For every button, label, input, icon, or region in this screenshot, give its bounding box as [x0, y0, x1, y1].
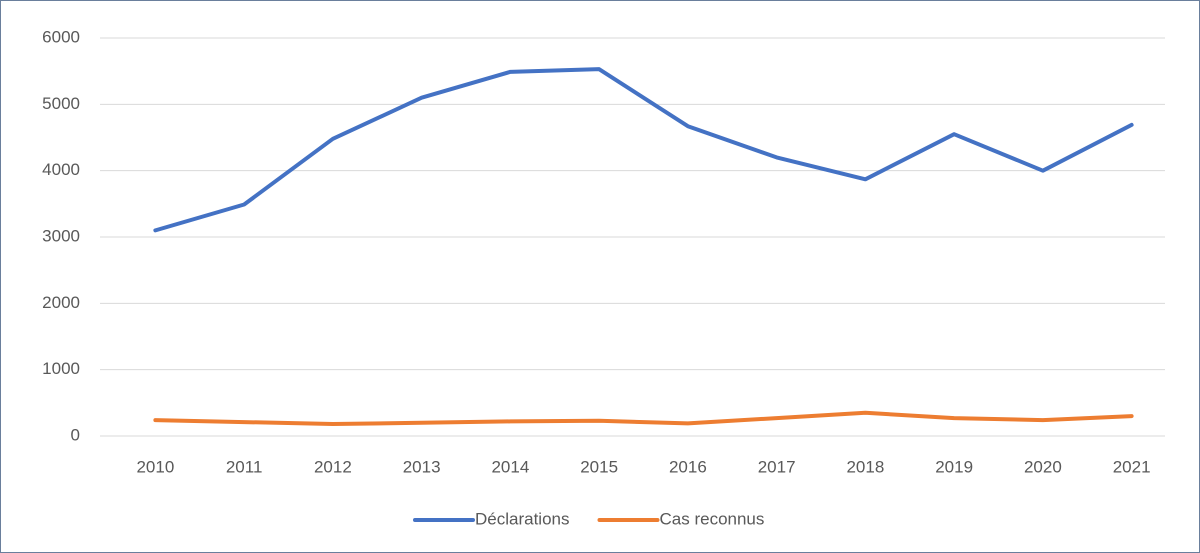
x-tick-label: 2014 [491, 457, 529, 476]
y-tick-label: 1000 [42, 359, 80, 378]
x-tick-label: 2015 [580, 457, 618, 476]
x-tick-label: 2020 [1024, 457, 1062, 476]
x-tick-label: 2019 [935, 457, 973, 476]
y-tick-label: 4000 [42, 160, 80, 179]
y-tick-label: 6000 [42, 27, 80, 46]
legend-label: Cas reconnus [660, 509, 765, 528]
x-tick-label: 2012 [314, 457, 352, 476]
y-tick-label: 5000 [42, 94, 80, 113]
legend-label: Déclarations [475, 509, 570, 528]
y-tick-label: 2000 [42, 293, 80, 312]
data-line [153, 67, 1134, 233]
x-tick-label: 2021 [1113, 457, 1151, 476]
x-tick-label: 2018 [846, 457, 884, 476]
y-tick-label: 0 [71, 425, 80, 444]
x-tick-label: 2016 [669, 457, 707, 476]
data-line [153, 410, 1134, 427]
y-tick-label: 3000 [42, 226, 80, 245]
x-tick-label: 2010 [136, 457, 174, 476]
x-tick-label: 2013 [403, 457, 441, 476]
x-tick-label: 2017 [758, 457, 796, 476]
x-tick-label: 2011 [226, 457, 263, 476]
